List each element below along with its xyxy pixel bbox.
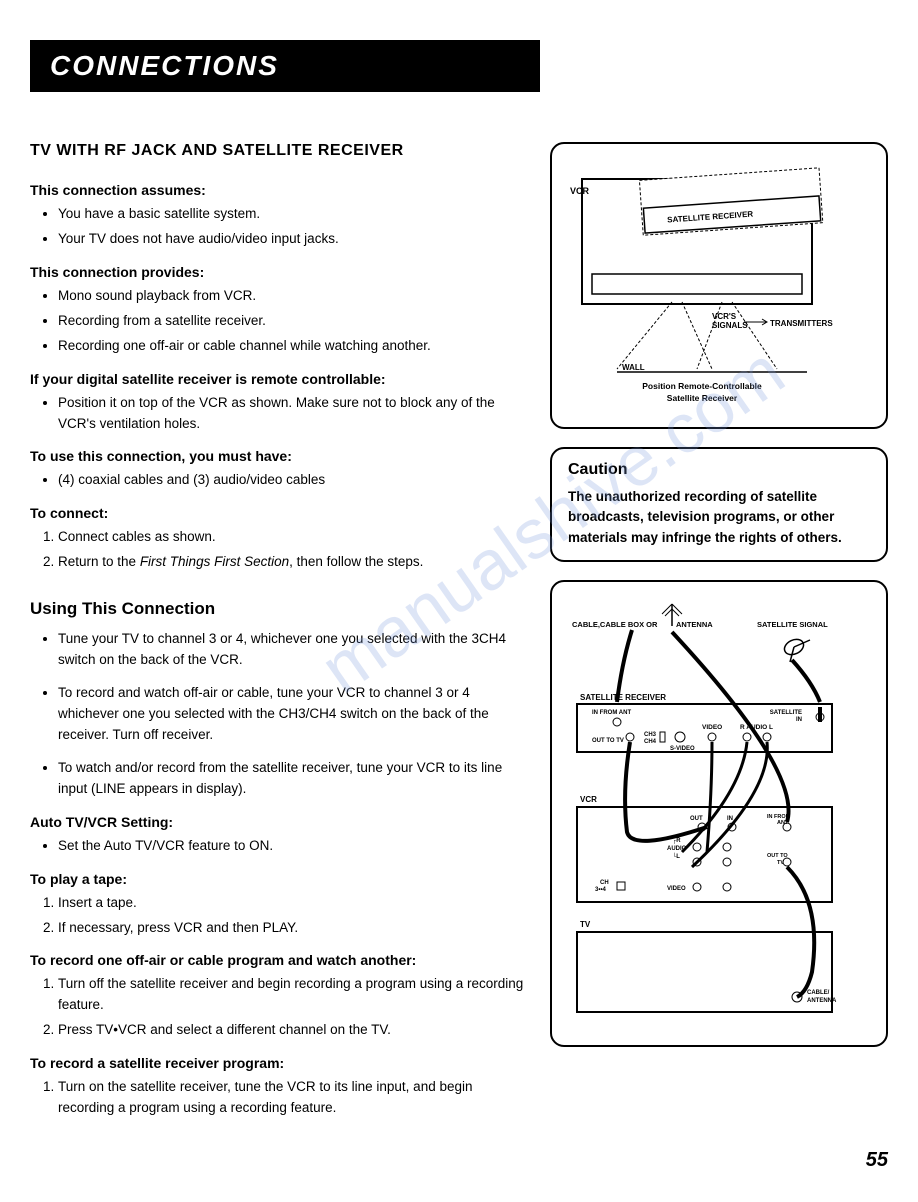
d2-outtotv: OUT TO TV: [592, 738, 624, 744]
list-item: Press TV•VCR and select a different chan…: [58, 1020, 530, 1041]
section-title: TV WITH RF JACK AND SATELLITE RECEIVER: [30, 142, 530, 160]
diagram2-svg: CABLE,CABLE BOX OR ANTENNA SATELLITE SIG…: [562, 592, 842, 1032]
list-item: Return to the First Things First Section…: [58, 552, 530, 573]
d1-wall: WALL: [622, 363, 645, 372]
d2-video: VIDEO: [702, 724, 722, 731]
d1-vcrsignals: VCR'S: [712, 312, 737, 321]
recordsat-heading: To record a satellite receiver program:: [30, 1055, 530, 1071]
svg-text:CH4: CH4: [644, 739, 657, 745]
d2-tv: TV: [580, 920, 591, 929]
list-item: Your TV does not have audio/video input …: [58, 229, 530, 250]
using-list: Tune your TV to channel 3 or 4, whicheve…: [30, 629, 530, 799]
d2-satrecv: SATELLITE RECEIVER: [580, 693, 666, 702]
list-item: You have a basic satellite system.: [58, 204, 530, 225]
auto-list: Set the Auto TV/VCR feature to ON.: [30, 836, 530, 857]
d2-in: IN: [727, 816, 733, 822]
d1-cap2: Satellite Receiver: [667, 393, 738, 403]
d2-cableant: CABLE/: [807, 990, 830, 996]
diagram1-svg: VCR SATELLITE RECEIVER VCR'S SIGNALS: [562, 154, 842, 414]
list-item: If necessary, press VCR and then PLAY.: [58, 918, 530, 939]
list-item: Connect cables as shown.: [58, 527, 530, 548]
d2-satsignal: SATELLITE SIGNAL: [757, 620, 828, 629]
page-header: CONNECTIONS: [30, 40, 540, 92]
d2-ch3ch4: CH3: [644, 732, 657, 738]
assumes-list: You have a basic satellite system. Your …: [30, 204, 530, 250]
d2-svideo: S-VIDEO: [670, 746, 695, 752]
svg-text:└L: └L: [672, 852, 680, 860]
d2-outtotv2: OUT TO: [767, 853, 788, 859]
d2-audio: AUDIO: [667, 846, 687, 852]
recordsat-list: Turn on the satellite receiver, tune the…: [30, 1077, 530, 1119]
d1-vcr: VCR: [570, 186, 590, 196]
list-item: Turn on the satellite receiver, tune the…: [58, 1077, 530, 1119]
svg-text:TV: TV: [777, 860, 784, 866]
remote-heading: If your digital satellite receiver is re…: [30, 371, 530, 387]
provides-heading: This connection provides:: [30, 264, 530, 280]
svg-text:ANTENNA: ANTENNA: [807, 998, 837, 1004]
d2-antenna: ANTENNA: [676, 620, 713, 629]
list-item: To watch and/or record from the satellit…: [58, 758, 530, 800]
d2-vcr: VCR: [580, 795, 597, 804]
d2-satin: SATELLITE: [770, 710, 802, 716]
page-number: 55: [30, 1149, 888, 1172]
d2-out: OUT: [690, 816, 703, 822]
svg-text:3••4: 3••4: [595, 887, 607, 893]
d2-ch34: CH: [600, 880, 609, 886]
diagram-wiring: CABLE,CABLE BOX OR ANTENNA SATELLITE SIG…: [550, 580, 888, 1047]
auto-heading: Auto TV/VCR Setting:: [30, 814, 530, 830]
list-item: Set the Auto TV/VCR feature to ON.: [58, 836, 530, 857]
connect-heading: To connect:: [30, 505, 530, 521]
connect-list: Connect cables as shown. Return to the F…: [30, 527, 530, 573]
list-item: Recording from a satellite receiver.: [58, 311, 530, 332]
recordone-list: Turn off the satellite receiver and begi…: [30, 974, 530, 1041]
svg-text:┌R: ┌R: [672, 838, 681, 844]
d2-raudiol: R AUDIO L: [740, 724, 773, 731]
play-heading: To play a tape:: [30, 871, 530, 887]
d1-transmitters: TRANSMITTERS: [770, 319, 833, 328]
list-item: Tune your TV to channel 3 or 4, whicheve…: [58, 629, 530, 671]
svg-text:IN: IN: [796, 717, 802, 723]
left-column: TV WITH RF JACK AND SATELLITE RECEIVER T…: [30, 142, 530, 1131]
list-item: To record and watch off-air or cable, tu…: [58, 683, 530, 746]
caution-box: Caution The unauthorized recording of sa…: [550, 447, 888, 562]
svg-text:SIGNALS: SIGNALS: [712, 321, 748, 330]
diagram-vcr-receiver: VCR SATELLITE RECEIVER VCR'S SIGNALS: [550, 142, 888, 429]
d2-video2: VIDEO: [667, 886, 686, 892]
list-item: Position it on top of the VCR as shown. …: [58, 393, 530, 435]
play-list: Insert a tape. If necessary, press VCR a…: [30, 893, 530, 939]
list-item: Turn off the satellite receiver and begi…: [58, 974, 530, 1016]
remote-list: Position it on top of the VCR as shown. …: [30, 393, 530, 435]
using-heading: Using This Connection: [30, 599, 530, 619]
d2-cablebox: CABLE,CABLE BOX OR: [572, 620, 658, 629]
right-column: VCR SATELLITE RECEIVER VCR'S SIGNALS: [550, 142, 888, 1131]
d2-infromant: IN FROM ANT: [592, 710, 631, 716]
assumes-heading: This connection assumes:: [30, 182, 530, 198]
recordone-heading: To record one off-air or cable program a…: [30, 952, 530, 968]
caution-title: Caution: [568, 461, 870, 479]
d1-cap1: Position Remote-Controllable: [642, 381, 762, 391]
list-item: Recording one off-air or cable channel w…: [58, 336, 530, 357]
musthave-list: (4) coaxial cables and (3) audio/video c…: [30, 470, 530, 491]
list-item: Mono sound playback from VCR.: [58, 286, 530, 307]
provides-list: Mono sound playback from VCR. Recording …: [30, 286, 530, 357]
list-item: Insert a tape.: [58, 893, 530, 914]
list-item: (4) coaxial cables and (3) audio/video c…: [58, 470, 530, 491]
musthave-heading: To use this connection, you must have:: [30, 448, 530, 464]
caution-body: The unauthorized recording of satellite …: [568, 487, 870, 548]
